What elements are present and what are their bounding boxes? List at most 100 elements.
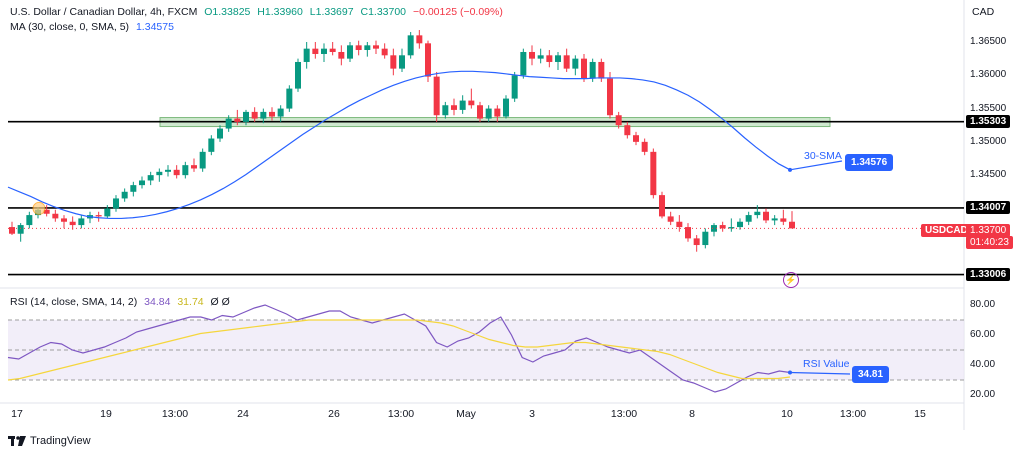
candle-body — [763, 211, 769, 221]
candle-body — [711, 225, 717, 232]
candle-body — [641, 141, 648, 152]
rsi-ma-line — [7, 319, 791, 381]
price-tick-label: 1.36000 — [970, 69, 1007, 81]
brand-label: TradingView — [30, 435, 91, 447]
candle-body — [598, 61, 605, 79]
candle-body — [303, 48, 310, 62]
candle-body — [95, 215, 102, 217]
symbol-title[interactable]: U.S. Dollar / Canadian Dollar, 4h, FXCM — [10, 6, 198, 18]
candle-body — [156, 171, 163, 176]
candle-body — [104, 208, 111, 217]
candle-body — [251, 111, 258, 119]
candle-body — [399, 55, 405, 69]
candle-body — [589, 61, 596, 79]
current-price-tag: 1.33700 — [966, 224, 1011, 237]
candle-body — [425, 43, 431, 77]
candle-body — [329, 48, 336, 52]
candle-body — [581, 58, 587, 79]
candle-body — [113, 198, 119, 209]
candle-body — [537, 55, 544, 59]
candle-body — [485, 108, 492, 119]
candle-body — [390, 55, 397, 69]
candle-body — [277, 108, 284, 117]
ma-header: MA (30, close, 0, SMA, 5) 1.34575 — [10, 21, 178, 33]
candle-body — [286, 88, 293, 109]
candle-body — [754, 211, 761, 216]
candle-body — [667, 216, 674, 222]
candle-body — [572, 58, 579, 69]
candle-body — [191, 165, 197, 169]
candle-body — [780, 218, 787, 222]
rsi-ma-value: 31.74 — [177, 296, 204, 308]
time-tick-label: 26 — [328, 408, 340, 420]
candle-body — [771, 218, 778, 221]
time-tick-label: 10 — [781, 408, 793, 420]
ma-label[interactable]: MA (30, close, 0, SMA, 5) — [10, 21, 130, 33]
rsi-label[interactable]: RSI (14, close, SMA, 14, 2) — [10, 296, 138, 308]
candle-body — [737, 221, 743, 228]
candle-body — [165, 169, 171, 172]
price-tick-label: 1.34500 — [970, 169, 1007, 181]
ma-line — [7, 70, 791, 220]
candle-body — [173, 169, 180, 176]
candle-body — [381, 48, 388, 56]
candle-body — [52, 213, 59, 219]
candle-body — [615, 115, 622, 126]
candle-body — [459, 100, 466, 110]
candle-body — [182, 165, 189, 176]
candle-body — [43, 209, 50, 214]
rsi-value: 34.84 — [144, 296, 171, 308]
sma-annotation-point — [788, 167, 792, 172]
time-tick-label: 13:00 — [387, 408, 415, 420]
candle-body — [208, 138, 215, 152]
candle-body — [373, 45, 379, 49]
time-tick-label: 8 — [689, 408, 695, 420]
change-value: −0.00125 (−0.09%) — [412, 6, 503, 18]
tradingview-logo[interactable]: TradingView — [8, 435, 91, 447]
candle-body — [312, 48, 319, 54]
rsi-header: RSI (14, close, SMA, 14, 2) 34.84 31.74 … — [10, 296, 234, 308]
candle-body — [321, 48, 327, 54]
candle-body — [416, 35, 423, 44]
candle-body — [17, 225, 24, 234]
candle-body — [607, 78, 613, 116]
rsi-tick-label: 60.00 — [970, 329, 996, 340]
candle-body — [719, 225, 726, 229]
candle-body — [451, 105, 457, 110]
rsi-annotation-arrow — [789, 371, 851, 375]
usdcad-symbol-tag: USDCAD — [921, 224, 972, 237]
alert-icon[interactable]: ⚡ — [783, 272, 799, 288]
level-price-tag: 1.35303 — [966, 114, 1011, 128]
rsi-tick-label: 40.00 — [970, 359, 996, 370]
candle-body — [347, 45, 353, 59]
candle-body — [789, 221, 795, 229]
open-value: O1.33825 — [204, 6, 251, 18]
candle-body — [139, 180, 145, 186]
candle-body — [260, 111, 267, 119]
ma-value: 1.34575 — [135, 21, 174, 33]
price-tick-label: 1.36500 — [970, 36, 1007, 47]
marker-circle — [32, 201, 46, 215]
currency-label: CAD — [972, 6, 995, 18]
candle-body — [659, 195, 665, 217]
candle-body — [121, 191, 128, 199]
time-tick-label: 3 — [529, 408, 535, 420]
candle-body — [511, 75, 518, 99]
candle-body — [676, 221, 683, 228]
rsi-line — [7, 304, 791, 393]
candle-body — [338, 51, 345, 59]
sma-annotation-value: 1.34576 — [845, 154, 894, 171]
candle-body — [78, 218, 85, 226]
candle-body — [407, 35, 414, 56]
candle-body — [563, 55, 570, 69]
candle-body — [217, 128, 223, 139]
candle-body — [693, 238, 700, 246]
candle-body — [147, 175, 154, 181]
sma-annotation-arrow — [789, 160, 843, 171]
rsi-tick-label: 20.00 — [970, 389, 996, 400]
candle-body — [494, 108, 501, 117]
candle-body — [477, 105, 483, 119]
candle-body — [624, 125, 631, 136]
sma-annotation-label: 30-SMA — [804, 150, 842, 162]
